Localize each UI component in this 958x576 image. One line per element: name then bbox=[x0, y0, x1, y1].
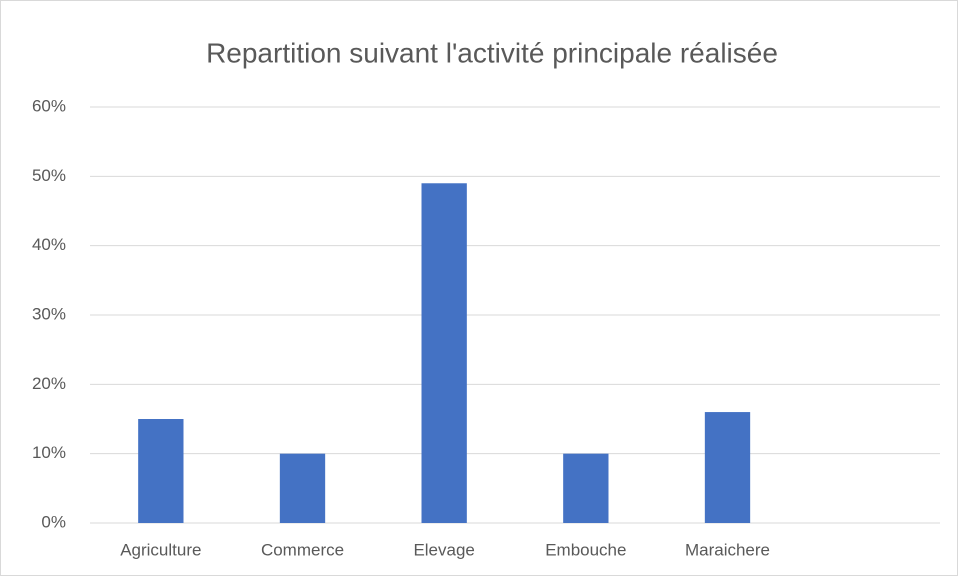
y-tick-label: 60% bbox=[32, 96, 66, 115]
bar bbox=[421, 183, 467, 523]
y-tick-label: 30% bbox=[32, 304, 66, 323]
x-tick-label: Elevage bbox=[413, 540, 474, 559]
chart-title: Repartition suivant l'activité principal… bbox=[206, 37, 778, 68]
bar bbox=[704, 412, 751, 523]
y-tick-label: 10% bbox=[32, 443, 66, 462]
x-tick-label: Embouche bbox=[545, 540, 626, 559]
bar bbox=[138, 419, 184, 523]
bar bbox=[563, 453, 609, 523]
y-tick-label: 0% bbox=[41, 512, 66, 531]
y-tick-label: 50% bbox=[32, 166, 66, 185]
y-tick-label: 40% bbox=[32, 235, 66, 254]
x-tick-label: Agriculture bbox=[120, 540, 201, 559]
y-tick-label: 20% bbox=[32, 374, 66, 393]
x-tick-label: Commerce bbox=[261, 540, 344, 559]
bar bbox=[279, 453, 326, 523]
x-tick-label: Maraichere bbox=[685, 540, 770, 559]
